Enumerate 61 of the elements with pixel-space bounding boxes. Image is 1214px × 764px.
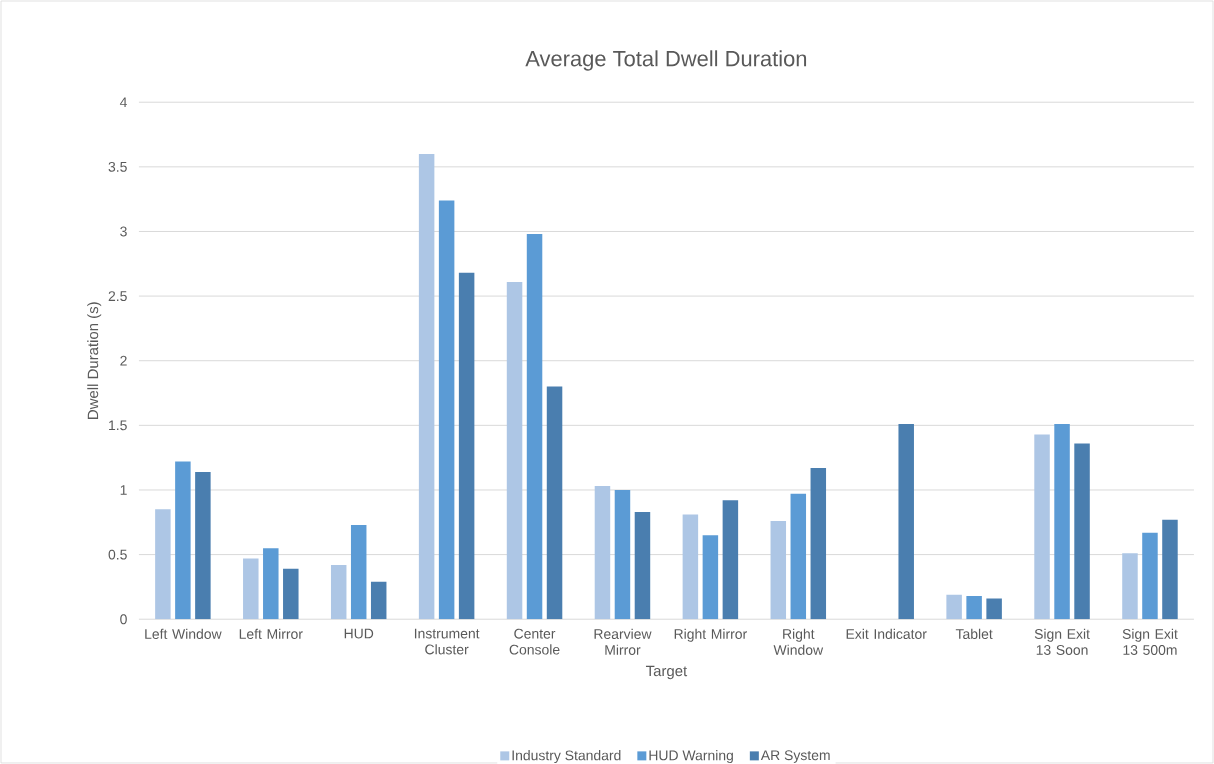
y-tick-label: 3: [120, 226, 127, 237]
legend-label: Industry Standard: [512, 750, 621, 764]
bar: [594, 486, 611, 620]
bar: [1054, 424, 1070, 620]
bar: [682, 514, 699, 620]
y-tick-label: 2.5: [108, 291, 127, 302]
bar: [370, 581, 387, 620]
bar: [898, 424, 914, 620]
x-tick-label: Sign Exit 13 500m: [1122, 628, 1178, 655]
bar: [986, 598, 1002, 620]
bar: [263, 548, 279, 620]
y-tick-label: 2: [120, 355, 127, 366]
x-tick-label: Exit Indicator: [846, 628, 927, 639]
y-tick-label: 0.5: [108, 549, 127, 560]
bar: [330, 564, 347, 620]
x-tick-label: Tablet: [955, 628, 993, 639]
x-tick-label: Sign Exit 13 Soon: [1034, 628, 1090, 655]
x-axis-title: Target: [645, 665, 688, 680]
bar: [546, 386, 563, 620]
bar: [1162, 519, 1178, 620]
legend-label: HUD Warning: [649, 750, 733, 764]
bar: [506, 281, 523, 620]
bar: [438, 200, 455, 620]
x-tick-label: Left Window: [145, 628, 222, 639]
x-tick-label: Left Mirror: [239, 628, 303, 639]
bar: [526, 234, 543, 620]
bar: [810, 468, 827, 620]
legend-label: AR System: [760, 750, 830, 763]
bar: [350, 524, 367, 620]
bar: [634, 511, 651, 620]
y-tick-label: 4: [119, 97, 127, 108]
bar: [175, 461, 191, 620]
y-tick-label: 1: [120, 485, 127, 495]
bar: [458, 272, 475, 620]
bar: [1122, 553, 1138, 620]
bar: [1142, 532, 1158, 620]
bar: [418, 153, 435, 620]
y-tick-label: 3.5: [108, 161, 127, 172]
bar: [195, 471, 211, 620]
chart-title: Average Total Dwell Duration: [525, 50, 807, 71]
x-tick-label: HUD: [344, 628, 374, 639]
x-tick-label: Right Window: [773, 628, 824, 655]
x-tick-label: Center Console: [509, 628, 560, 655]
bar: [702, 535, 719, 620]
x-tick-label: Instrument Cluster: [414, 628, 480, 655]
y-tick-label: 1.5: [109, 420, 127, 431]
y-axis-title: Dwell Duration (s): [87, 302, 102, 419]
y-tick-label: 0: [120, 614, 127, 625]
bar: [283, 568, 299, 620]
bar: [770, 521, 787, 620]
bar: [1034, 434, 1050, 620]
bar: [155, 509, 171, 620]
bar: [1074, 443, 1090, 620]
bar: [243, 558, 259, 620]
bar: [614, 489, 631, 620]
x-tick-label: Rearview Mirror: [594, 628, 652, 655]
x-tick-label: Right Mirror: [674, 628, 747, 642]
bar: [722, 500, 739, 620]
bar: [946, 594, 962, 620]
bar: [966, 595, 982, 620]
bar: [790, 493, 807, 620]
